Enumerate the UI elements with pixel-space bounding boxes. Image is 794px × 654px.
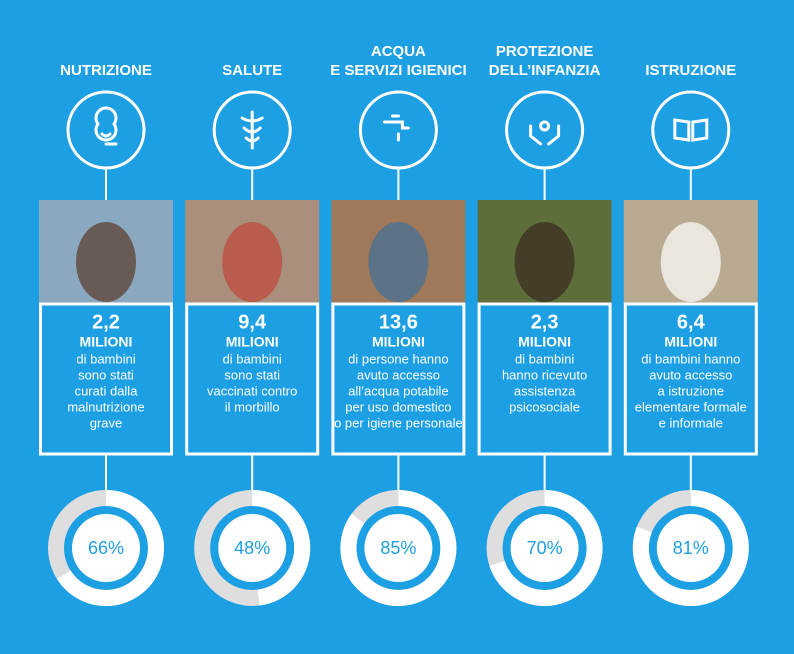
- stat-number: 2,2: [92, 311, 120, 333]
- column-title: SALUTE: [222, 62, 282, 79]
- column-title: ISTRUZIONE: [645, 62, 736, 79]
- percent-label: 48%: [234, 538, 270, 558]
- stat-description: curati dalla: [75, 383, 139, 398]
- stat-description: avuto accesso: [357, 367, 440, 382]
- info-box: [331, 302, 466, 456]
- column-title: DELL’INFANZIA: [489, 62, 601, 79]
- donut-value: [489, 490, 603, 606]
- stat-description: grave: [90, 415, 123, 430]
- stat-description: e informale: [659, 415, 723, 430]
- stat-number: 9,4: [238, 311, 267, 333]
- donut-center: [72, 514, 140, 582]
- stat-description: psicosociale: [509, 399, 580, 414]
- column-title: NUTRIZIONE: [60, 62, 152, 79]
- stat-description: a istruzione: [658, 383, 724, 398]
- donut-value: [340, 490, 457, 606]
- info-box: [477, 302, 612, 456]
- info-box: [185, 302, 320, 456]
- stat-number: 2,3: [531, 311, 559, 333]
- stat-description: avuto accesso: [649, 367, 732, 382]
- photo-subject: [76, 222, 136, 302]
- icon: [673, 118, 709, 142]
- info-box: [623, 302, 758, 456]
- photo-subject: [514, 222, 575, 302]
- stat-description: di bambini: [223, 351, 282, 366]
- stat-description: o per igiene personale: [334, 415, 463, 430]
- stat-description: di bambini: [76, 351, 135, 366]
- icon: [94, 106, 118, 146]
- photo-subject: [368, 222, 429, 302]
- icon-circle: [66, 90, 146, 170]
- stat-unit: MILIONI: [80, 334, 133, 350]
- stat-description: hanno ricevuto: [502, 367, 587, 382]
- column-title: PROTEZIONE: [496, 43, 594, 60]
- donut-center: [656, 514, 725, 582]
- photo-subject: [660, 222, 721, 302]
- percent-label: 66%: [88, 538, 124, 558]
- info-box: [39, 302, 173, 456]
- donut-center: [364, 514, 433, 582]
- icon-circle: [651, 90, 731, 170]
- percent-label: 70%: [527, 538, 563, 558]
- donut-center: [218, 514, 287, 582]
- icon: [382, 114, 410, 142]
- stat-description: elementare formale: [635, 399, 747, 414]
- stat-description: il morbillo: [225, 399, 280, 414]
- stat-description: per uso domestico: [345, 399, 451, 414]
- column-title: E SERVIZI IGIENICI: [330, 62, 466, 79]
- photo-subject: [222, 222, 283, 302]
- stat-description: all’acqua potabile: [348, 383, 448, 398]
- icon: [240, 110, 264, 150]
- donut-value: [632, 490, 749, 606]
- stat-description: di bambini hanno: [641, 351, 740, 366]
- icon: [529, 120, 561, 146]
- percent-label: 81%: [673, 538, 709, 558]
- stat-unit: MILIONI: [372, 334, 425, 350]
- icon-circle: [358, 90, 438, 170]
- stat-description: di bambini: [515, 351, 574, 366]
- stat-description: sono stati: [224, 367, 280, 382]
- donut-value: [57, 490, 164, 606]
- stat-number: 13,6: [379, 311, 418, 333]
- donut-center: [510, 514, 579, 582]
- stat-unit: MILIONI: [664, 334, 717, 350]
- stat-description: sono stati: [78, 367, 134, 382]
- stat-description: di persone hanno: [348, 351, 448, 366]
- column-title: ACQUA: [371, 43, 426, 60]
- stat-unit: MILIONI: [226, 334, 279, 350]
- donut-value: [251, 490, 311, 606]
- stat-description: vaccinati contro: [207, 383, 297, 398]
- stat-description: malnutrizione: [67, 399, 144, 414]
- stat-description: assistenza: [514, 383, 576, 398]
- stat-number: 6,4: [677, 311, 706, 333]
- stat-unit: MILIONI: [518, 334, 571, 350]
- percent-label: 85%: [380, 538, 416, 558]
